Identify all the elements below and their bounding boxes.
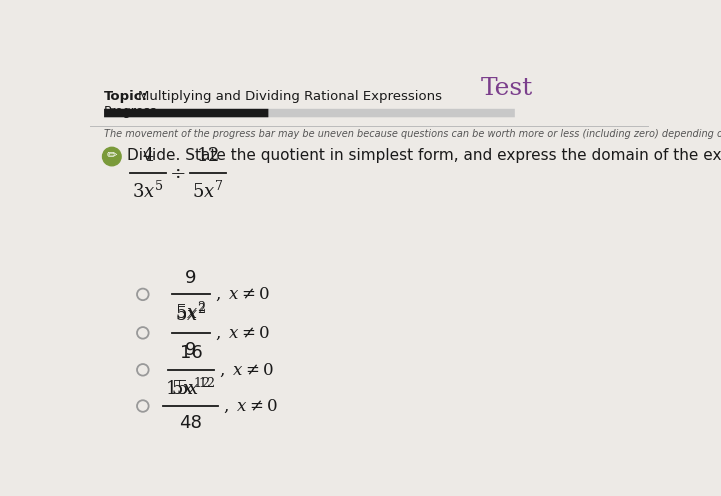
Text: Divide. State the quotient in simplest form, and express the domain of the expre: Divide. State the quotient in simplest f… [128,148,721,163]
Text: Test: Test [480,77,533,100]
Text: $,\ x\neq 0$: $,\ x\neq 0$ [215,324,270,342]
Text: $5x^2$: $5x^2$ [175,304,206,325]
Text: $12$: $12$ [196,147,219,165]
FancyBboxPatch shape [104,109,268,117]
Text: $3x^5$: $3x^5$ [133,181,164,201]
FancyBboxPatch shape [104,109,515,117]
Text: $5x^7$: $5x^7$ [193,181,224,201]
Text: $,\ x\neq 0$: $,\ x\neq 0$ [215,285,270,304]
Text: $,\ x\neq 0$: $,\ x\neq 0$ [223,397,278,415]
Text: The movement of the progress bar may be uneven because questions can be worth mo: The movement of the progress bar may be … [104,129,721,139]
Text: $,\ x\neq 0$: $,\ x\neq 0$ [218,361,273,379]
Text: Multiplying and Dividing Rational Expressions: Multiplying and Dividing Rational Expres… [138,90,442,103]
Text: $\div$: $\div$ [169,163,185,182]
Text: ✏: ✏ [107,149,117,162]
Text: 48: 48 [180,414,203,432]
Text: $5x^2$: $5x^2$ [175,302,206,323]
Text: $4$: $4$ [142,147,154,165]
Text: 16: 16 [180,344,203,362]
Text: Progress:: Progress: [104,105,162,118]
Text: 9: 9 [185,341,197,359]
Text: $15x^{12}$: $15x^{12}$ [166,377,216,398]
Text: Topic:: Topic: [104,90,148,103]
Circle shape [102,147,121,166]
Text: 9: 9 [185,269,197,287]
Text: $5x^{12}$: $5x^{12}$ [171,377,211,399]
